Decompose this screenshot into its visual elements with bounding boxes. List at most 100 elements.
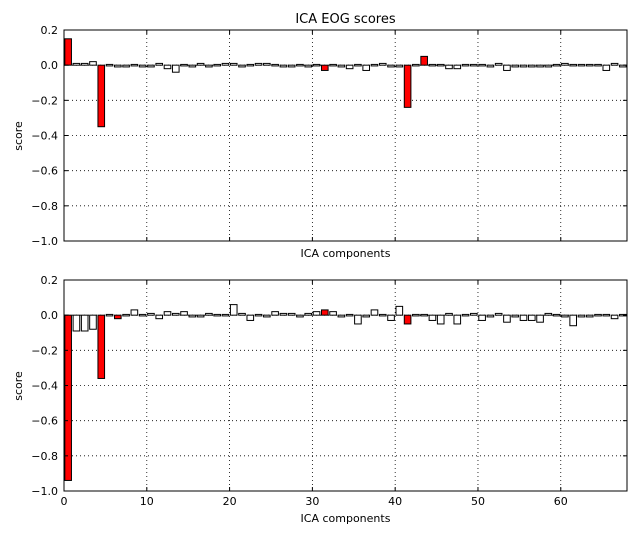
bottom-bar <box>229 304 238 316</box>
bottom-bar <box>155 314 164 320</box>
top-bar <box>279 64 288 68</box>
bottom-bar <box>105 313 114 317</box>
top-bar <box>163 64 172 70</box>
top-bar <box>395 64 404 68</box>
top-bar <box>312 63 321 67</box>
bottom-bar <box>370 309 379 316</box>
top-bar <box>561 62 569 66</box>
bottom-bar <box>461 313 470 317</box>
bottom-bar-highlighted <box>64 314 72 481</box>
top-bar <box>486 64 495 68</box>
top-bar <box>271 63 279 67</box>
bottom-bar <box>536 314 544 323</box>
bottom-bar <box>478 314 486 321</box>
bottom-x-tick-label: 10 <box>140 495 154 508</box>
top-bar <box>428 63 437 67</box>
bottom-bar <box>594 313 602 317</box>
top-bar <box>329 63 337 67</box>
top-bar <box>602 64 611 71</box>
top-y-tick-label: −0.2 <box>31 94 58 107</box>
bottom-bar <box>436 314 445 325</box>
bottom-bar <box>304 312 313 316</box>
top-bar <box>287 64 296 68</box>
bottom-bar <box>122 313 130 317</box>
top-score-panel: ICA components score 0.2 0.0 −0.2 −0.4 −0.6 −… <box>12 24 628 260</box>
top-bar-highlighted <box>320 64 329 71</box>
top-y-axis-label: score <box>12 121 25 151</box>
bottom-bar <box>312 311 321 316</box>
top-bar <box>221 62 230 66</box>
top-bar <box>494 62 503 66</box>
bottom-bar <box>279 312 288 316</box>
top-bar <box>453 64 462 70</box>
top-bar <box>205 64 213 68</box>
bottom-bar <box>585 314 594 318</box>
bottom-bar <box>519 314 528 321</box>
bottom-bar <box>130 309 139 316</box>
top-bar <box>180 63 188 67</box>
bottom-bar <box>345 313 354 317</box>
bottom-bar <box>552 313 561 317</box>
bottom-bar-highlighted <box>320 309 329 316</box>
bottom-x-tick-label: 50 <box>471 495 485 508</box>
bottom-bar <box>205 312 213 316</box>
top-bar <box>213 63 221 67</box>
bottom-y-tick-label: −0.8 <box>31 450 58 463</box>
top-bar <box>147 64 155 68</box>
top-bar <box>503 64 511 71</box>
bottom-bar <box>337 314 346 318</box>
bottom-bar <box>163 311 172 316</box>
top-bar <box>378 62 387 66</box>
bottom-bar-highlighted <box>114 314 122 320</box>
bottom-bar <box>544 312 553 316</box>
bottom-bar <box>329 311 337 316</box>
bottom-bar <box>470 312 478 316</box>
bottom-bar <box>213 313 221 317</box>
bottom-bar <box>503 314 511 323</box>
bottom-bar <box>180 311 188 316</box>
top-bar <box>436 63 445 67</box>
top-bar <box>536 64 544 68</box>
top-bar <box>544 64 553 68</box>
bottom-bar <box>602 313 611 317</box>
top-bar <box>345 64 354 70</box>
top-bar <box>72 62 81 66</box>
top-bar <box>387 64 395 68</box>
top-bar <box>412 63 420 67</box>
top-y-tick-label: −0.4 <box>31 130 58 143</box>
bottom-bar <box>387 314 395 321</box>
top-bar <box>585 63 594 67</box>
top-y-tick-label: 0.0 <box>41 59 59 72</box>
bottom-bar <box>445 312 453 316</box>
bottom-score-panel: ICA components score 0.2 0.0 −0.2 −0.4 −0.6 −… <box>12 274 628 525</box>
top-bar <box>577 63 586 67</box>
bottom-bar <box>577 314 586 318</box>
bottom-x-tick-label: 20 <box>223 495 237 508</box>
bottom-bar <box>138 313 147 317</box>
top-bar <box>105 63 114 67</box>
top-x-axis-label: ICA components <box>301 247 391 260</box>
bottom-x-tick-label: 60 <box>554 495 568 508</box>
top-bar <box>461 63 470 67</box>
bottom-x-tick-label: 40 <box>388 495 402 508</box>
top-bar <box>196 62 205 66</box>
bottom-bar-highlighted <box>403 314 412 325</box>
bottom-y-tick-label: −0.6 <box>31 415 58 428</box>
bottom-y-axis-label: score <box>12 371 25 401</box>
top-bar <box>445 64 453 70</box>
bottom-bar <box>511 314 520 318</box>
bottom-bar <box>221 313 230 317</box>
top-bar <box>527 64 536 68</box>
bottom-y-tick-label: 0.2 <box>41 274 59 287</box>
bottom-bar <box>362 314 371 318</box>
bottom-bar <box>196 314 205 318</box>
bottom-x-axis-label: ICA components <box>301 512 391 525</box>
top-bar <box>122 64 130 68</box>
bottom-bar <box>147 312 155 316</box>
top-bar <box>337 64 346 68</box>
top-y-tick-label: −0.8 <box>31 200 58 213</box>
top-y-tick-label: −1.0 <box>31 235 58 248</box>
bottom-y-tick-label: −0.4 <box>31 380 58 393</box>
top-bar <box>362 64 371 71</box>
